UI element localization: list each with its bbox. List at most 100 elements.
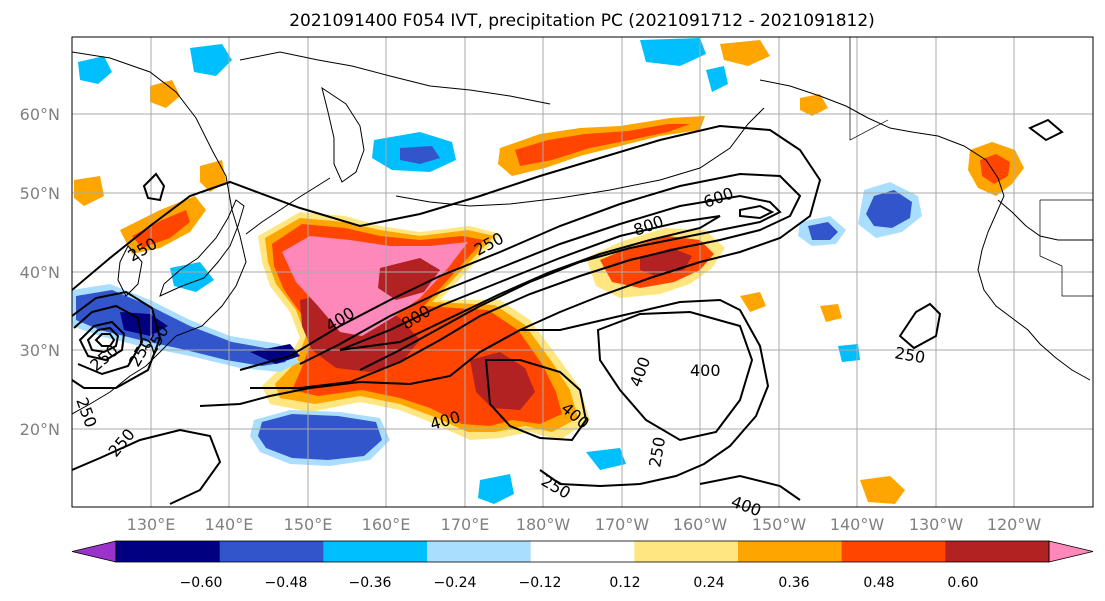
colorbar-extend-high xyxy=(1048,540,1094,563)
precip-fleck-4 xyxy=(74,176,104,206)
coast-japan xyxy=(159,199,245,297)
colorbar-segment xyxy=(323,541,428,562)
lon-label: 150°W xyxy=(752,515,807,534)
lat-label: 50°N xyxy=(20,184,60,203)
precip-north-red xyxy=(515,124,690,166)
lon-label: 170°W xyxy=(595,515,650,534)
coast-kamchatka xyxy=(321,86,365,183)
lon-label: 140°W xyxy=(830,515,885,534)
precip-neg-skyblue-13 xyxy=(706,66,728,92)
map-title: 2021091400 F054 IVT, precipitation PC (2… xyxy=(289,11,875,31)
coast-siberia xyxy=(239,51,551,105)
contour-typhoon-1 xyxy=(78,320,126,362)
contour-alaska-loop xyxy=(1028,118,1064,142)
colorbar-tick-label: 0.12 xyxy=(609,575,640,591)
colorbar-segment xyxy=(945,541,1050,562)
colorbar: −0.60 −0.48 −0.36 −0.24 −0.12 0.12 0.24 … xyxy=(71,540,1094,591)
colorbar-tick-label: 0.60 xyxy=(947,575,978,591)
colorbar-tick-label: −0.36 xyxy=(349,575,392,591)
precip-se-orange xyxy=(860,476,905,504)
precip-neg-skyblue-10 xyxy=(586,448,626,470)
contour-nw-loop xyxy=(142,172,166,202)
contour-800-core xyxy=(739,204,775,220)
colorbar-segment xyxy=(219,541,324,562)
colorbar-tick-label: −0.60 xyxy=(180,575,223,591)
colorbar-tick-label: −0.48 xyxy=(265,575,308,591)
precip-neg-skyblue-5 xyxy=(78,56,112,84)
contour-250-east xyxy=(898,302,942,350)
colorbar-tick-label: −0.24 xyxy=(434,575,477,591)
colorbar-tick-label: 0.36 xyxy=(778,575,809,591)
colorbar-tick-label: 0.48 xyxy=(863,575,894,591)
precip-nw-red xyxy=(132,210,190,248)
precip-neg-navy-3 xyxy=(250,344,300,364)
lat-label: 40°N xyxy=(20,263,60,282)
colorbar-segment xyxy=(427,541,532,562)
contour-400-se xyxy=(699,474,801,501)
contour-250-jet xyxy=(72,124,822,407)
precip-neg-skyblue-6 xyxy=(190,44,232,76)
coast-korea xyxy=(117,245,143,297)
coast-aleutian xyxy=(395,107,765,207)
colorbar-segment xyxy=(841,541,946,562)
precip-fleck-6 xyxy=(820,304,842,322)
lon-label: 170°E xyxy=(441,515,490,534)
colorbar-extend-low xyxy=(71,540,117,563)
contour-typhoon-3 xyxy=(94,333,116,347)
ivt-contours xyxy=(72,118,1064,505)
precip-neg-blue-4 xyxy=(808,222,838,240)
coastlines xyxy=(72,51,1093,415)
lat-label: 60°N xyxy=(20,105,60,124)
colorbar-segments xyxy=(71,540,1094,563)
lon-label: 140°E xyxy=(205,515,254,534)
contour-600-jet xyxy=(299,194,782,371)
latitude-labels: 60°N 50°N 40°N 30°N 20°N xyxy=(20,105,60,439)
contour-typhoon-2 xyxy=(86,326,120,354)
contour-400-jet xyxy=(239,172,802,389)
contour-typhoon-5 xyxy=(72,290,162,389)
contour-250-west-south xyxy=(72,428,222,505)
colorbar-frame xyxy=(115,540,1050,563)
lat-label: 30°N xyxy=(20,341,60,360)
contour-400-loop xyxy=(596,310,754,442)
map-frame xyxy=(71,36,1094,508)
lon-label: 130°W xyxy=(909,515,964,534)
precip-fleck-3 xyxy=(800,94,828,116)
contour-400-loop-mid xyxy=(484,359,588,442)
coast-alaska xyxy=(759,79,1091,381)
precip-neg-blue-3 xyxy=(866,190,912,228)
contour-250-loop-south xyxy=(520,298,770,488)
colorbar-tick-label: −0.12 xyxy=(519,575,562,591)
precip-fleck-5 xyxy=(740,292,766,312)
longitude-labels: 130°E 140°E 150°E 160°E 170°E 180°W 170°… xyxy=(127,515,1042,534)
coast-asia xyxy=(72,51,247,415)
lon-label: 130°E xyxy=(127,515,176,534)
precip-fleck-2 xyxy=(720,40,770,66)
colorbar-segment xyxy=(738,541,843,562)
lon-label: 160°E xyxy=(362,515,411,534)
colorbar-tick-label: 0.24 xyxy=(693,575,724,591)
precip-neg-blue-2 xyxy=(76,290,286,366)
lon-label: 120°W xyxy=(987,515,1042,534)
lon-label: 150°E xyxy=(284,515,333,534)
precip-neg-blue-1 xyxy=(258,414,382,460)
precip-neg-skyblue-9 xyxy=(478,474,514,504)
lon-label: 180°W xyxy=(516,515,571,534)
lat-label: 20°N xyxy=(20,420,60,439)
map-panel xyxy=(71,36,1094,508)
precip-neg-blue-7 xyxy=(400,146,440,164)
precip-neg-skyblue-8 xyxy=(640,38,706,66)
precip-neg-navy-2 xyxy=(120,312,168,336)
borders xyxy=(849,37,1093,297)
colorbar-segment xyxy=(634,541,739,562)
contour-typhoon-4 xyxy=(73,304,144,376)
lon-label: 160°W xyxy=(673,515,728,534)
precip-neg-skyblue-11 xyxy=(838,344,860,362)
precip-fleck-7 xyxy=(200,160,226,192)
contour-label: 400 xyxy=(690,361,721,380)
colorbar-segment xyxy=(530,541,635,562)
contour-800-jet xyxy=(339,215,721,351)
colorbar-ticks: −0.60 −0.48 −0.36 −0.24 −0.12 0.12 0.24 … xyxy=(180,575,979,591)
colorbar-segment xyxy=(116,541,221,562)
